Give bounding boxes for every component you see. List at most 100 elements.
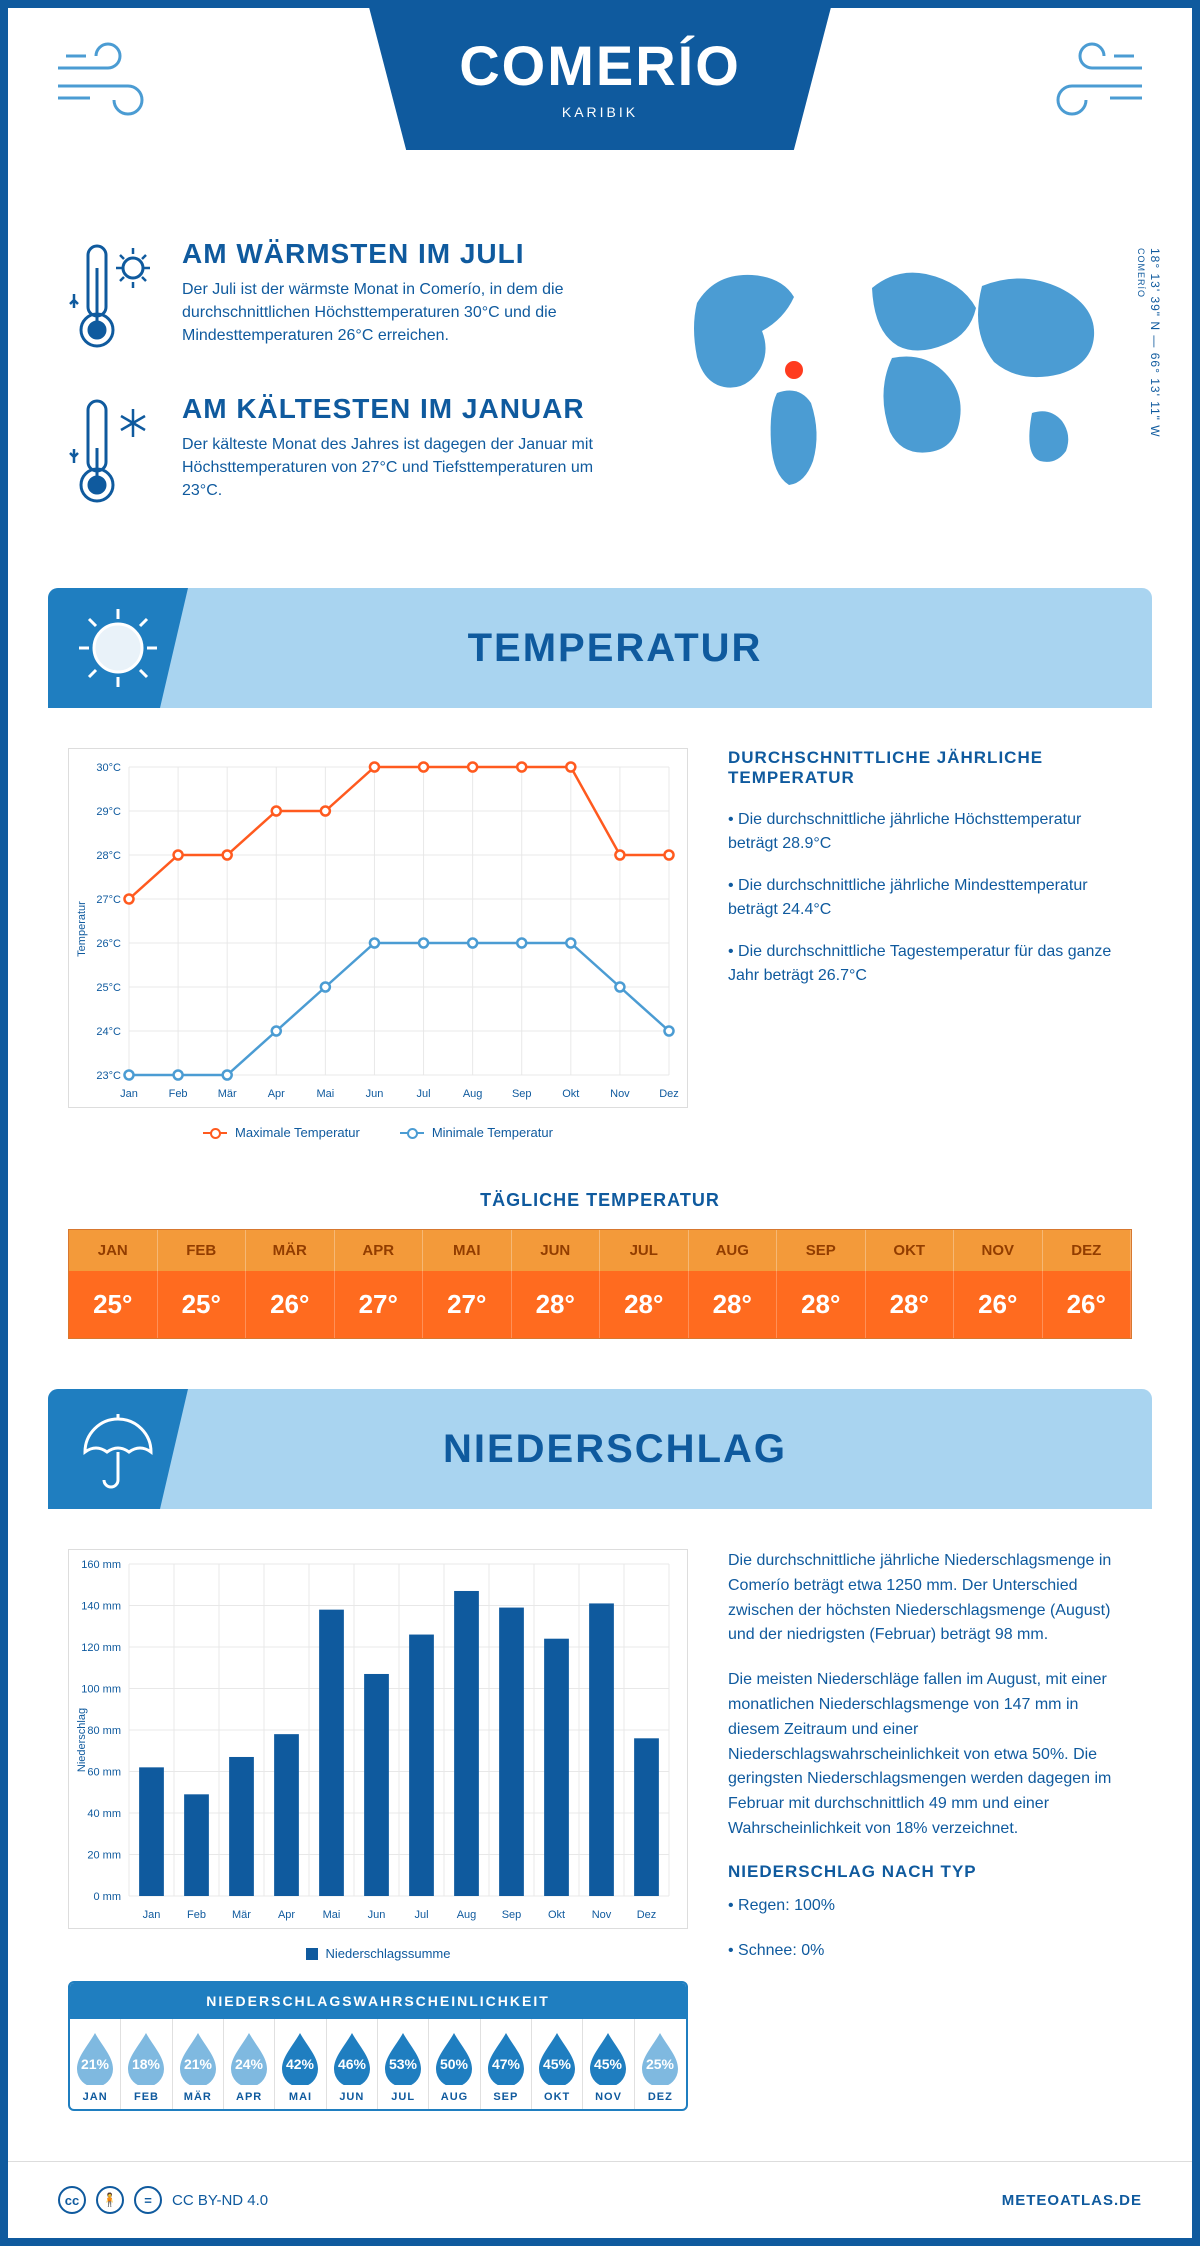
probability-grid: 21% JAN 18% FEB 21% MÄR 24% APR 42% MAI … xyxy=(70,2019,686,2109)
svg-text:27°C: 27°C xyxy=(96,894,121,906)
daily-month: JAN xyxy=(69,1230,158,1271)
thermometer-sun-icon xyxy=(68,238,158,363)
svg-text:0 mm: 0 mm xyxy=(94,1891,122,1903)
world-map: 18° 13' 39" N — 66° 13' 11" W COMERÍO xyxy=(672,238,1132,548)
svg-text:60 mm: 60 mm xyxy=(87,1767,121,1779)
section-header-temperature: TEMPERATUR xyxy=(48,588,1152,708)
svg-text:47%: 47% xyxy=(492,2056,521,2072)
svg-text:24°C: 24°C xyxy=(96,1026,121,1038)
svg-text:160 mm: 160 mm xyxy=(81,1559,121,1571)
precip-type-heading: NIEDERSCHLAG NACH TYP xyxy=(728,1862,1132,1882)
probability-cell: 47% SEP xyxy=(481,2019,532,2109)
svg-text:53%: 53% xyxy=(389,2056,418,2072)
nd-icon: = xyxy=(134,2186,162,2214)
svg-text:25°C: 25°C xyxy=(96,982,121,994)
daily-month: JUN xyxy=(512,1230,601,1271)
probability-cell: 46% JUN xyxy=(327,2019,378,2109)
page-container: COMERÍO KARIBIK xyxy=(0,0,1200,2246)
probability-cell: 45% NOV xyxy=(583,2019,634,2109)
daily-month: FEB xyxy=(158,1230,247,1271)
daily-value: 26° xyxy=(1043,1271,1132,1338)
svg-text:Nov: Nov xyxy=(610,1088,630,1100)
svg-text:Niederschlag: Niederschlag xyxy=(76,1708,88,1772)
temperature-facts: DURCHSCHNITTLICHE JÄHRLICHE TEMPERATUR •… xyxy=(728,748,1132,1140)
svg-text:Okt: Okt xyxy=(562,1088,579,1100)
svg-text:Aug: Aug xyxy=(457,1909,477,1921)
daily-value: 28° xyxy=(600,1271,689,1338)
header: COMERÍO KARIBIK xyxy=(8,8,1192,208)
site-name: METEOATLAS.DE xyxy=(1002,2192,1142,2209)
svg-text:21%: 21% xyxy=(81,2056,110,2072)
daily-value: 26° xyxy=(954,1271,1043,1338)
svg-text:Dez: Dez xyxy=(659,1088,679,1100)
section-header-precipitation: NIEDERSCHLAG xyxy=(48,1389,1152,1509)
probability-cell: 25% DEZ xyxy=(635,2019,686,2109)
daily-heading: TÄGLICHE TEMPERATUR xyxy=(8,1190,1192,1211)
daily-month: NOV xyxy=(954,1230,1043,1271)
temperature-chart: 23°C24°C25°C26°C27°C28°C29°C30°CJanFebMä… xyxy=(68,748,688,1140)
svg-text:Sep: Sep xyxy=(512,1088,532,1100)
svg-text:Jan: Jan xyxy=(120,1088,138,1100)
daily-value: 27° xyxy=(335,1271,424,1338)
svg-text:Nov: Nov xyxy=(592,1909,612,1921)
svg-text:45%: 45% xyxy=(543,2056,572,2072)
daily-month: DEZ xyxy=(1043,1230,1132,1271)
temp-side-b1: • Die durchschnittliche jährliche Höchst… xyxy=(728,808,1132,856)
svg-text:Dez: Dez xyxy=(637,1909,657,1921)
svg-text:Feb: Feb xyxy=(169,1088,188,1100)
temp-side-b3: • Die durchschnittliche Tagestemperatur … xyxy=(728,940,1132,988)
thermometer-snow-icon xyxy=(68,393,158,518)
svg-text:28°C: 28°C xyxy=(96,850,121,862)
fact-coldest: AM KÄLTESTEN IM JANUAR Der kälteste Mona… xyxy=(68,393,632,518)
svg-text:Okt: Okt xyxy=(548,1909,565,1921)
svg-text:21%: 21% xyxy=(184,2056,213,2072)
svg-text:45%: 45% xyxy=(594,2056,623,2072)
temp-legend: Maximale Temperatur Minimale Temperatur xyxy=(68,1125,688,1140)
coord-lat: 18° 13' 39" N xyxy=(1148,248,1162,331)
line-chart-svg: 23°C24°C25°C26°C27°C28°C29°C30°CJanFebMä… xyxy=(68,748,688,1108)
probability-cell: 24% APR xyxy=(224,2019,275,2109)
daily-month: AUG xyxy=(689,1230,778,1271)
license-text: CC BY-ND 4.0 xyxy=(172,2192,268,2209)
precip-type-rain: • Regen: 100% xyxy=(728,1894,1132,1919)
svg-text:50%: 50% xyxy=(440,2056,469,2072)
probability-cell: 53% JUL xyxy=(378,2019,429,2109)
svg-text:120 mm: 120 mm xyxy=(81,1642,121,1654)
daily-month: OKT xyxy=(866,1230,955,1271)
coord-place: COMERÍO xyxy=(1136,248,1146,298)
svg-text:24%: 24% xyxy=(235,2056,264,2072)
svg-text:Apr: Apr xyxy=(268,1088,285,1100)
precipitation-facts: Die durchschnittliche jährliche Niedersc… xyxy=(728,1549,1132,2111)
temp-side-heading: DURCHSCHNITTLICHE JÄHRLICHE TEMPERATUR xyxy=(728,748,1132,788)
svg-text:Temperatur: Temperatur xyxy=(76,901,88,957)
sun-icon xyxy=(48,588,188,708)
svg-text:Mär: Mär xyxy=(218,1088,237,1100)
svg-text:26°C: 26°C xyxy=(96,938,121,950)
daily-value: 28° xyxy=(689,1271,778,1338)
probability-cell: 50% AUG xyxy=(429,2019,480,2109)
precip-p2: Die meisten Niederschläge fallen im Augu… xyxy=(728,1668,1132,1842)
fact-coldest-text: Der kälteste Monat des Jahres ist dagege… xyxy=(182,433,602,503)
daily-month: MÄR xyxy=(246,1230,335,1271)
by-icon: 🧍 xyxy=(96,2186,124,2214)
legend-max: Maximale Temperatur xyxy=(203,1125,360,1140)
daily-value: 28° xyxy=(512,1271,601,1338)
daily-value: 25° xyxy=(158,1271,247,1338)
svg-text:Jun: Jun xyxy=(368,1909,386,1921)
daily-value: 28° xyxy=(866,1271,955,1338)
svg-text:42%: 42% xyxy=(286,2056,315,2072)
section-title-temperature: TEMPERATUR xyxy=(218,626,1152,671)
umbrella-icon xyxy=(48,1389,188,1509)
svg-text:Jul: Jul xyxy=(417,1088,431,1100)
daily-month: MAI xyxy=(423,1230,512,1271)
legend-precip: Niederschlagssumme xyxy=(306,1946,451,1961)
temperature-row: 23°C24°C25°C26°C27°C28°C29°C30°CJanFebMä… xyxy=(8,708,1192,1160)
svg-text:20 mm: 20 mm xyxy=(87,1850,121,1862)
page-subtitle: KARIBIK xyxy=(459,104,741,120)
title-banner: COMERÍO KARIBIK xyxy=(369,8,831,150)
probability-cell: 42% MAI xyxy=(275,2019,326,2109)
svg-text:Aug: Aug xyxy=(463,1088,483,1100)
svg-text:Feb: Feb xyxy=(187,1909,206,1921)
daily-value: 25° xyxy=(69,1271,158,1338)
info-row: AM WÄRMSTEN IM JULI Der Juli ist der wär… xyxy=(8,208,1192,588)
